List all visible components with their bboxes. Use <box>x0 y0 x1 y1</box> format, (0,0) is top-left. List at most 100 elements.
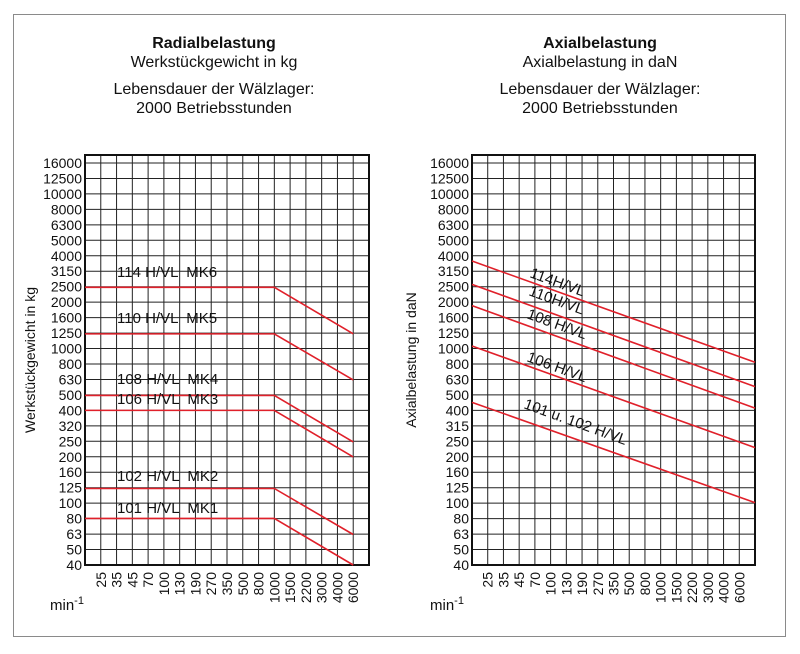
y-tick-label: 4000 <box>51 248 82 264</box>
axial-header: Axialbelastung Axialbelastung in daN Leb… <box>450 34 750 118</box>
plot-border <box>84 154 370 566</box>
x-tick-label: 130 <box>172 572 188 596</box>
x-tick-label: 270 <box>203 572 219 596</box>
x-tick-label: 35 <box>109 572 125 588</box>
x-tick-label: 35 <box>495 572 511 588</box>
x-tick-label: 4000 <box>329 572 345 603</box>
series-line <box>471 401 756 504</box>
y-tick-label: 400 <box>59 402 83 418</box>
y-tick-label: 2000 <box>51 294 82 310</box>
y-tick-label: 16000 <box>430 155 469 171</box>
y-tick-label: 8000 <box>438 201 469 217</box>
y-tick-label: 250 <box>446 433 470 449</box>
y-tick-label: 80 <box>66 511 82 527</box>
series-label: 102 H/VL MK2 <box>117 468 218 485</box>
axial-title: Axialbelastung <box>543 35 657 52</box>
x-tick-label: 1000 <box>266 572 282 603</box>
y-tick-label: 1250 <box>438 325 469 341</box>
y-tick-label: 160 <box>446 464 470 480</box>
y-tick-label: 400 <box>446 402 470 418</box>
x-tick-label: 1500 <box>668 572 684 603</box>
x-tick-label: 1000 <box>653 572 669 603</box>
x-tick-label: 500 <box>621 572 637 596</box>
axial-subtitle: Axialbelastung in daN <box>522 54 678 71</box>
y-tick-label: 1250 <box>51 325 82 341</box>
series-line <box>471 345 756 449</box>
y-tick-label: 63 <box>453 526 469 542</box>
series-label: 106 H/VL <box>525 349 590 386</box>
x-axis-unit-exponent: -1 <box>74 595 84 607</box>
x-axis-unit-exponent: -1 <box>454 595 464 607</box>
y-tick-label: 10000 <box>43 186 82 202</box>
x-tick-label: 3000 <box>314 572 330 603</box>
series-line <box>85 333 354 381</box>
y-tick-label: 630 <box>59 371 83 387</box>
y-tick-label: 5000 <box>438 232 469 248</box>
y-tick-label: 315 <box>446 418 470 434</box>
radial-header: Radialbelastung Werkstückgewicht in kg L… <box>64 34 364 118</box>
y-tick-label: 200 <box>446 449 470 465</box>
x-tick-label: 4000 <box>716 572 732 603</box>
series-label: 108 H/VL MK4 <box>117 371 218 388</box>
x-tick-label: 500 <box>235 572 251 596</box>
series-line <box>85 487 354 536</box>
y-tick-label: 125 <box>446 480 470 496</box>
radial-title: Radialbelastung <box>152 35 276 52</box>
x-tick-label: 45 <box>511 572 527 588</box>
x-tick-label: 190 <box>574 572 590 596</box>
y-tick-label: 4000 <box>438 248 469 264</box>
x-tick-label: 6000 <box>345 572 361 603</box>
x-tick-label: 190 <box>187 572 203 596</box>
y-tick-label: 250 <box>59 433 83 449</box>
y-axis-title: Axialbelastung in daN <box>403 292 419 427</box>
x-tick-label: 350 <box>219 572 235 596</box>
y-tick-label: 5000 <box>51 232 82 248</box>
radial-note-1: Lebensdauer der Wälzlager: <box>113 81 315 98</box>
x-tick-label: 45 <box>124 572 140 588</box>
y-tick-label: 3150 <box>51 263 82 279</box>
y-tick-label: 800 <box>59 356 83 372</box>
y-tick-label: 12500 <box>43 170 82 186</box>
x-tick-label: 130 <box>558 572 574 596</box>
y-tick-label: 1600 <box>438 310 469 326</box>
series-label: 110 H/VL MK5 <box>117 310 217 327</box>
y-tick-label: 16000 <box>43 155 82 171</box>
x-tick-label: 270 <box>590 572 606 596</box>
series-label: 106 H/VL MK3 <box>117 391 218 408</box>
y-tick-label: 2000 <box>438 294 469 310</box>
y-tick-label: 1000 <box>51 341 82 357</box>
y-tick-label: 6300 <box>438 217 469 233</box>
y-tick-label: 2500 <box>438 279 469 295</box>
y-tick-label: 12500 <box>430 170 469 186</box>
y-axis-title: Werkstückgewicht in kg <box>22 287 38 433</box>
radial-note-2: 2000 Betriebsstunden <box>136 100 292 117</box>
radial-chart: 1600012500100008000630050004000315025002… <box>22 154 370 614</box>
x-tick-label: 70 <box>140 572 156 588</box>
series-line <box>471 260 756 364</box>
y-tick-label: 200 <box>59 449 83 465</box>
x-tick-label: 800 <box>637 572 653 596</box>
series-label: 101 H/VL MK1 <box>117 500 218 517</box>
y-tick-label: 40 <box>66 557 82 573</box>
series-line <box>85 394 354 443</box>
y-tick-label: 100 <box>59 495 83 511</box>
y-tick-label: 50 <box>66 542 82 558</box>
x-tick-label: 350 <box>606 572 622 596</box>
x-tick-label: 2200 <box>298 572 314 603</box>
axial-note-2: 2000 Betriebsstunden <box>522 100 678 117</box>
x-axis-title: min-1 <box>50 595 84 614</box>
y-tick-label: 160 <box>59 464 83 480</box>
y-tick-label: 50 <box>453 542 469 558</box>
y-tick-label: 80 <box>453 511 469 527</box>
x-tick-label: 3000 <box>700 572 716 603</box>
x-tick-label: 1500 <box>282 572 298 603</box>
y-tick-label: 1600 <box>51 310 82 326</box>
plot-border <box>471 154 756 566</box>
y-tick-label: 3150 <box>438 263 469 279</box>
y-tick-label: 6300 <box>51 217 82 233</box>
x-axis-unit: min <box>50 597 74 614</box>
x-tick-label: 25 <box>480 572 496 588</box>
x-axis-title: min-1 <box>430 595 464 614</box>
y-tick-label: 630 <box>446 371 470 387</box>
